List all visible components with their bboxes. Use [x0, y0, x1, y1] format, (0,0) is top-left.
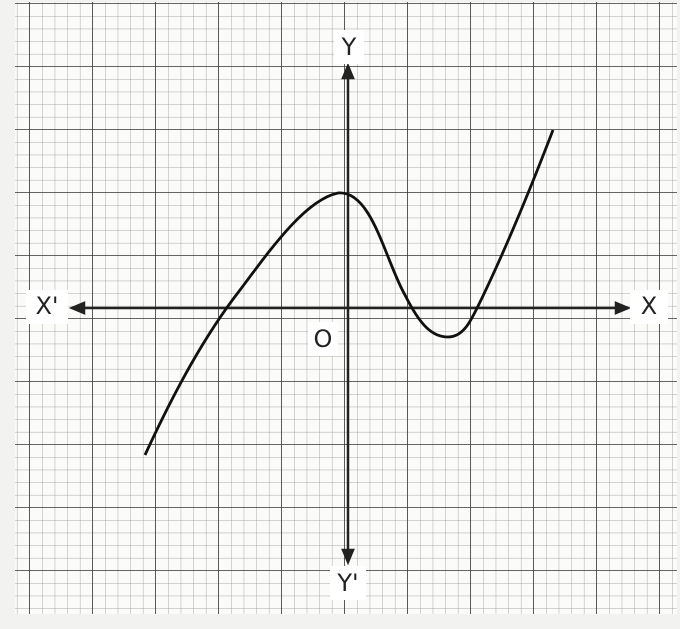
page: Y Y' X X' O (() => { const data = JSON.p… — [0, 0, 680, 625]
origin-label: O — [314, 325, 333, 353]
x-neg-axis-label: X' — [35, 292, 58, 320]
graph-figure: Y Y' X X' O — [0, 0, 680, 625]
y-neg-axis-label: Y' — [336, 569, 358, 597]
x-axis-label: X — [641, 292, 657, 320]
y-axis-label: Y — [341, 33, 357, 61]
